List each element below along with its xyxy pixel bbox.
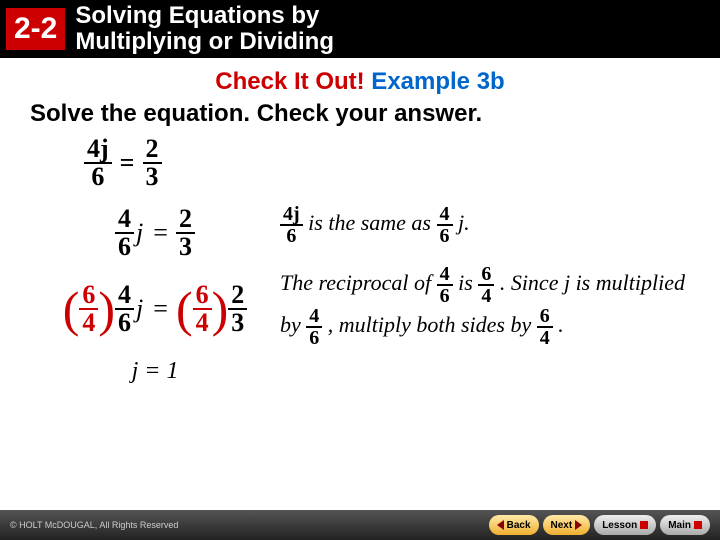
- frac-4-6: 46: [115, 282, 134, 336]
- numer: 2: [176, 206, 195, 234]
- denom: 4: [478, 286, 494, 306]
- example-number: Example 3b: [365, 68, 505, 95]
- denom: 6: [306, 328, 322, 348]
- denom: 6: [283, 226, 299, 246]
- title-line1: Solving Equations by: [75, 3, 334, 29]
- copyright-text: © HOLT McDOUGAL, All Rights Reserved: [10, 520, 489, 530]
- check-it-out-heading: Check It Out! Example 3b: [30, 68, 690, 96]
- equals-sign: =: [153, 218, 168, 248]
- denom: 4: [537, 328, 553, 348]
- numer: 6: [79, 282, 98, 310]
- frac-2-3: 23: [143, 136, 162, 190]
- left-paren-icon: (: [63, 292, 80, 327]
- text: is: [458, 270, 478, 295]
- equals-sign: =: [153, 294, 168, 324]
- lesson-badge: 2-2: [6, 8, 65, 50]
- text: , multiply both sides by: [328, 312, 537, 337]
- frac-4-6: 46: [306, 306, 322, 348]
- instruction-text: Solve the equation. Check your answer.: [30, 100, 690, 128]
- numer: 4: [437, 204, 453, 226]
- explanation-2: The reciprocal of 46 is 64 . Since j is …: [280, 264, 690, 348]
- numer: 6: [193, 282, 212, 310]
- frac-6-4-red: 64: [193, 282, 212, 336]
- denom: 3: [176, 234, 195, 260]
- numer: 6: [537, 306, 553, 328]
- denom: 6: [437, 226, 453, 246]
- text: j.: [458, 210, 470, 235]
- columns: 46 j = 23 ( 64 ) 46 j = ( 64 ) 23 j = 1: [30, 196, 690, 385]
- denom: 3: [228, 310, 247, 336]
- next-label: Next: [551, 520, 573, 531]
- denom: 6: [437, 286, 453, 306]
- final-answer: j = 1: [30, 358, 280, 385]
- variable-j: j: [136, 294, 143, 324]
- frac-6-4: 64: [537, 306, 553, 348]
- numer: 4: [115, 206, 134, 234]
- main-equation: 4j6 = 23: [84, 136, 690, 190]
- next-arrow-icon: [575, 520, 582, 530]
- frac-4j-6: 4j6: [280, 204, 303, 246]
- stop-icon: [694, 521, 702, 529]
- back-button[interactable]: Back: [489, 515, 539, 535]
- frac-6-4-red: 64: [79, 282, 98, 336]
- work-column: 46 j = 23 ( 64 ) 46 j = ( 64 ) 23 j = 1: [30, 196, 280, 385]
- header-bar: 2-2 Solving Equations by Multiplying or …: [0, 0, 720, 58]
- denom: 3: [143, 164, 162, 190]
- frac-4-6: 46: [115, 206, 134, 260]
- content-area: Check It Out! Example 3b Solve the equat…: [0, 58, 720, 385]
- denom: 6: [115, 310, 134, 336]
- numer: 4: [115, 282, 134, 310]
- numer: 4j: [87, 134, 109, 163]
- explanation-1: 4j6 is the same as 46 j.: [280, 204, 690, 246]
- numer: 4j: [280, 204, 303, 226]
- denom: 4: [79, 310, 98, 336]
- step-2: ( 64 ) 46 j = ( 64 ) 23: [30, 282, 280, 336]
- right-paren-icon: ): [212, 292, 229, 327]
- denom: 6: [115, 234, 134, 260]
- right-paren-icon: ): [98, 292, 115, 327]
- equals-text: =: [138, 358, 166, 384]
- stop-icon: [640, 521, 648, 529]
- title-line2: Multiplying or Dividing: [75, 29, 334, 55]
- numer: 2: [228, 282, 247, 310]
- equals-sign: =: [120, 148, 135, 178]
- lesson-button[interactable]: Lesson: [594, 515, 656, 535]
- numer: 4: [306, 306, 322, 328]
- lesson-title: Solving Equations by Multiplying or Divi…: [75, 3, 334, 56]
- main-label: Main: [668, 520, 691, 531]
- numer: 2: [143, 136, 162, 164]
- numer: 4: [437, 264, 453, 286]
- lesson-label: Lesson: [602, 520, 637, 531]
- text: .: [558, 312, 564, 337]
- denom: 6: [88, 164, 107, 190]
- main-button[interactable]: Main: [660, 515, 710, 535]
- frac-4-6: 46: [437, 264, 453, 306]
- next-button[interactable]: Next: [543, 515, 591, 535]
- frac-2-3: 23: [176, 206, 195, 260]
- frac-2-3: 23: [228, 282, 247, 336]
- nav-buttons: Back Next Lesson Main: [489, 515, 710, 535]
- check-prefix: Check It Out!: [215, 68, 364, 95]
- answer-value: 1: [166, 358, 178, 384]
- denom: 4: [193, 310, 212, 336]
- numer: 6: [478, 264, 494, 286]
- frac-4j-6: 4j6: [84, 136, 112, 190]
- left-paren-icon: (: [176, 292, 193, 327]
- frac-4-6: 46: [437, 204, 453, 246]
- explanation-column: 4j6 is the same as 46 j. The reciprocal …: [280, 196, 690, 385]
- frac-6-4: 64: [478, 264, 494, 306]
- step-1: 46 j = 23: [30, 206, 280, 260]
- text: is the same as: [308, 210, 436, 235]
- back-label: Back: [507, 520, 531, 531]
- text: The reciprocal of: [280, 270, 437, 295]
- variable-j: j: [136, 218, 143, 248]
- back-arrow-icon: [497, 520, 504, 530]
- footer-bar: © HOLT McDOUGAL, All Rights Reserved Bac…: [0, 510, 720, 540]
